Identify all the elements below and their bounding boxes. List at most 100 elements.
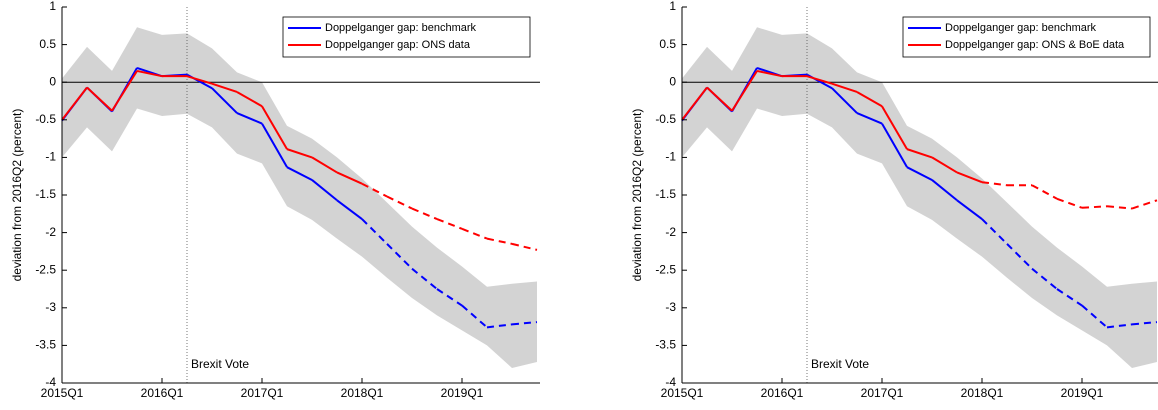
series-segment bbox=[1006, 243, 1033, 270]
series-segment bbox=[411, 207, 438, 220]
series-segment bbox=[311, 156, 338, 174]
y-tick-label: 0.5 bbox=[659, 37, 676, 51]
x-tick-label: 2015Q1 bbox=[41, 386, 84, 400]
series-segment bbox=[931, 179, 958, 202]
y-tick-label: 0.5 bbox=[39, 37, 56, 51]
y-tick-label: -2 bbox=[45, 225, 56, 239]
y-tick-label: 1 bbox=[49, 0, 56, 13]
series-segment bbox=[461, 304, 488, 329]
series-segment bbox=[1031, 184, 1058, 200]
series-segment bbox=[386, 195, 413, 210]
series-segment bbox=[61, 86, 88, 121]
series-segment bbox=[1106, 323, 1133, 329]
series-segment bbox=[486, 323, 513, 329]
series-segment bbox=[1031, 267, 1058, 290]
series-segment bbox=[856, 112, 883, 125]
x-tick-label: 2015Q1 bbox=[661, 386, 704, 400]
x-tick-label: 2017Q1 bbox=[241, 386, 284, 400]
y-tick-label: -2.5 bbox=[655, 262, 676, 276]
y-tick-label: 0 bbox=[669, 74, 676, 88]
series-segment bbox=[1106, 205, 1133, 210]
series-segment bbox=[436, 288, 463, 307]
x-tick-label: 2016Q1 bbox=[141, 386, 184, 400]
series-segment bbox=[336, 171, 363, 185]
y-tick-label: -2 bbox=[665, 225, 676, 239]
legend-box bbox=[282, 16, 531, 58]
legend-label: Doppelganger gap: benchmark bbox=[325, 22, 477, 34]
series-segment bbox=[286, 166, 313, 181]
y-tick-label: -0.5 bbox=[35, 112, 56, 126]
series-segment bbox=[1081, 304, 1108, 329]
series-segment bbox=[956, 171, 983, 184]
series-segment bbox=[1131, 199, 1158, 210]
y-axis-label: deviation from 2016Q2 (percent) bbox=[630, 109, 644, 282]
series-segment bbox=[286, 148, 313, 159]
series-segment bbox=[956, 199, 983, 220]
series-segment bbox=[411, 267, 438, 290]
series-segment bbox=[906, 166, 933, 181]
x-tick-label: 2019Q1 bbox=[441, 386, 484, 400]
y-tick-label: 0 bbox=[49, 74, 56, 88]
series-segment bbox=[361, 182, 388, 198]
annotation: Brexit Vote bbox=[191, 357, 249, 371]
y-tick-label: -3.5 bbox=[655, 338, 676, 352]
y-tick-label: -1.5 bbox=[35, 187, 56, 201]
series-segment bbox=[261, 123, 288, 168]
series-segment bbox=[311, 179, 338, 202]
y-tick-label: -3.5 bbox=[35, 338, 56, 352]
confidence-band bbox=[62, 27, 537, 368]
series-segment bbox=[511, 242, 538, 251]
series-segment bbox=[981, 181, 1008, 187]
series-segment bbox=[881, 123, 908, 168]
series-segment bbox=[186, 75, 213, 85]
series-segment bbox=[86, 86, 113, 112]
series-segment bbox=[511, 321, 538, 326]
legend-label: Doppelganger gap: benchmark bbox=[945, 22, 1097, 34]
series-segment bbox=[261, 105, 288, 150]
series-segment bbox=[906, 148, 933, 159]
series-segment bbox=[461, 227, 488, 240]
series-segment bbox=[1081, 205, 1108, 209]
series-segment bbox=[111, 70, 138, 112]
y-axis-label: deviation from 2016Q2 (percent) bbox=[10, 109, 24, 282]
series-segment bbox=[981, 218, 1008, 245]
x-tick-label: 2019Q1 bbox=[1061, 386, 1104, 400]
confidence-band bbox=[682, 27, 1157, 368]
x-tick-label: 2018Q1 bbox=[961, 386, 1004, 400]
series-segment bbox=[236, 91, 263, 108]
series-segment bbox=[1056, 197, 1083, 209]
y-tick-label: -3 bbox=[665, 300, 676, 314]
series-segment bbox=[1056, 288, 1083, 307]
x-tick-label: 2017Q1 bbox=[861, 386, 904, 400]
y-tick-label: -3 bbox=[45, 300, 56, 314]
y-tick-label: -4 bbox=[665, 375, 676, 389]
series-segment bbox=[681, 86, 708, 121]
series-segment bbox=[1131, 321, 1158, 326]
legend-label: Doppelganger gap: ONS data bbox=[325, 39, 471, 51]
series-segment bbox=[756, 69, 783, 78]
y-tick-label: -4 bbox=[45, 375, 56, 389]
series-segment bbox=[806, 75, 833, 85]
series-segment bbox=[211, 82, 238, 93]
series-segment bbox=[386, 243, 413, 270]
x-tick-label: 2018Q1 bbox=[341, 386, 384, 400]
series-segment bbox=[436, 218, 463, 230]
y-tick-label: -1 bbox=[665, 150, 676, 164]
series-segment bbox=[336, 199, 363, 220]
legend-box bbox=[902, 16, 1151, 58]
series-segment bbox=[831, 87, 858, 114]
series-segment bbox=[706, 86, 733, 112]
chart: Brexit Vote -4 -3.5 -3 -2.5 -2 -1.5 -1 -0.5 0 0.5 1… bbox=[10, 0, 540, 400]
series-segment bbox=[881, 105, 908, 150]
chart: Brexit Vote -4 -3.5 -3 -2.5 -2 -1.5 -1 -0.5 0 0.5 1… bbox=[630, 0, 1158, 400]
y-tick-label: 1 bbox=[669, 0, 676, 13]
y-tick-label: -2.5 bbox=[35, 262, 56, 276]
y-tick-label: -0.5 bbox=[655, 112, 676, 126]
series-segment bbox=[211, 87, 238, 114]
series-segment bbox=[931, 156, 958, 174]
series-segment bbox=[236, 112, 263, 125]
series-segment bbox=[361, 218, 388, 245]
legend-label: Doppelganger gap: ONS & BoE data bbox=[945, 39, 1125, 51]
annotation: Brexit Vote bbox=[811, 357, 869, 371]
